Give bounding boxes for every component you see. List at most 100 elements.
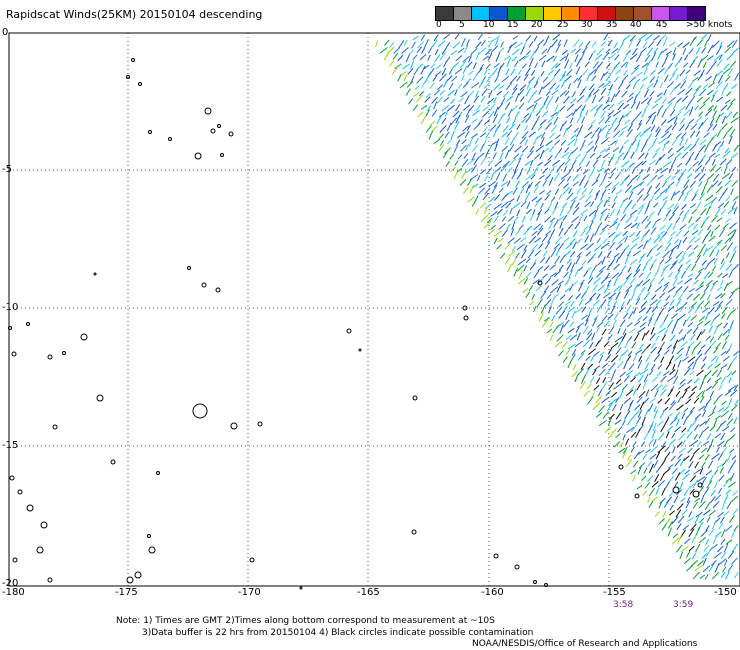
wind-barb	[441, 47, 448, 55]
wind-barb	[443, 79, 449, 88]
wind-barb	[549, 334, 554, 341]
wind-barb	[643, 89, 649, 98]
wind-barb	[692, 76, 699, 82]
wind-barb	[444, 147, 451, 154]
wind-barb	[611, 234, 618, 243]
wind-barb	[724, 571, 730, 580]
wind-barb	[475, 51, 480, 60]
wind-barb	[641, 62, 649, 68]
wind-barb	[730, 98, 736, 104]
wind-barb	[709, 543, 718, 551]
wind-barb	[526, 50, 531, 56]
wind-barb	[594, 207, 599, 216]
wind-barb	[454, 160, 459, 166]
wind-barb	[496, 208, 503, 215]
wind-barb	[710, 283, 716, 292]
wind-barb	[626, 355, 632, 362]
wind-barb	[693, 424, 700, 431]
wind-barb	[593, 277, 601, 285]
wind-barb	[581, 260, 587, 266]
wind-barb	[731, 179, 738, 188]
island-outline	[26, 504, 34, 512]
wind-barb	[702, 557, 707, 566]
wind-barb	[633, 451, 640, 460]
note-line-1: Note: 1) Times are GMT 2)Times along bot…	[116, 616, 495, 626]
wind-barb	[563, 236, 570, 243]
wind-barb	[525, 208, 532, 215]
wind-barb	[678, 447, 686, 454]
wind-barb	[655, 299, 661, 306]
wind-barb	[683, 537, 691, 545]
wind-barb	[663, 301, 669, 308]
wind-barb	[686, 315, 691, 322]
wind-barb	[640, 234, 645, 243]
wind-barb	[646, 216, 651, 222]
wind-barb	[555, 109, 560, 117]
wind-barb	[454, 104, 461, 112]
wind-barb	[709, 474, 714, 483]
wind-barb	[733, 245, 737, 252]
wind-barb	[698, 121, 704, 130]
wind-barb	[694, 515, 700, 525]
wind-barb	[525, 87, 531, 97]
wind-barb	[493, 203, 502, 210]
wind-barb	[709, 336, 715, 343]
wind-barb	[598, 117, 605, 125]
wind-barb	[694, 105, 699, 111]
wind-barb	[439, 52, 446, 61]
wind-barb	[641, 286, 646, 293]
wind-barb	[580, 230, 586, 237]
wind-barb	[460, 170, 467, 180]
wind-barb	[724, 75, 731, 83]
wind-barb	[511, 118, 517, 126]
wind-barb	[718, 384, 723, 391]
wind-barb	[682, 214, 687, 222]
wind-barb	[547, 116, 555, 123]
wind-barb	[384, 39, 390, 46]
wind-barb	[548, 306, 552, 314]
wind-barb	[491, 35, 501, 42]
wind-barb	[549, 286, 559, 294]
wind-barb	[605, 367, 612, 376]
wind-barb	[597, 251, 603, 259]
wind-barb	[655, 451, 661, 460]
wind-barb	[661, 180, 668, 188]
wind-barb	[707, 123, 714, 132]
wind-barb	[588, 170, 594, 180]
wind-barb	[622, 434, 626, 441]
wind-barb	[531, 230, 538, 237]
wind-barb	[688, 528, 695, 538]
wind-barb	[618, 114, 624, 124]
wind-barb	[478, 187, 486, 195]
wind-barb	[626, 298, 631, 305]
wind-barb	[686, 328, 693, 334]
wind-barb	[583, 180, 589, 188]
island-outline	[692, 490, 700, 498]
wind-barb	[489, 196, 496, 202]
wind-barb	[684, 469, 691, 475]
wind-barb	[708, 235, 716, 242]
wind-barb	[630, 291, 635, 301]
wind-barb	[619, 389, 624, 398]
wind-barb	[506, 116, 511, 124]
colorbar-label: 45	[656, 20, 668, 30]
wind-barb	[716, 322, 723, 328]
wind-barb	[554, 104, 559, 112]
wind-barb	[671, 313, 678, 320]
wind-barb	[701, 47, 707, 54]
wind-barb	[707, 34, 712, 42]
wind-barb	[699, 103, 706, 110]
wind-barb	[658, 277, 665, 285]
wind-barb	[671, 467, 678, 475]
wind-barb	[606, 402, 613, 412]
wind-barb	[720, 571, 726, 579]
wind-barb	[528, 57, 534, 67]
wind-barb	[633, 283, 639, 292]
wind-barb	[733, 207, 738, 215]
wind-barb	[600, 110, 606, 119]
wind-barb	[562, 96, 570, 104]
wind-barb	[553, 270, 562, 278]
wind-barb	[650, 326, 655, 335]
wind-barb	[633, 371, 641, 378]
lon-label-175: -175	[115, 587, 138, 598]
